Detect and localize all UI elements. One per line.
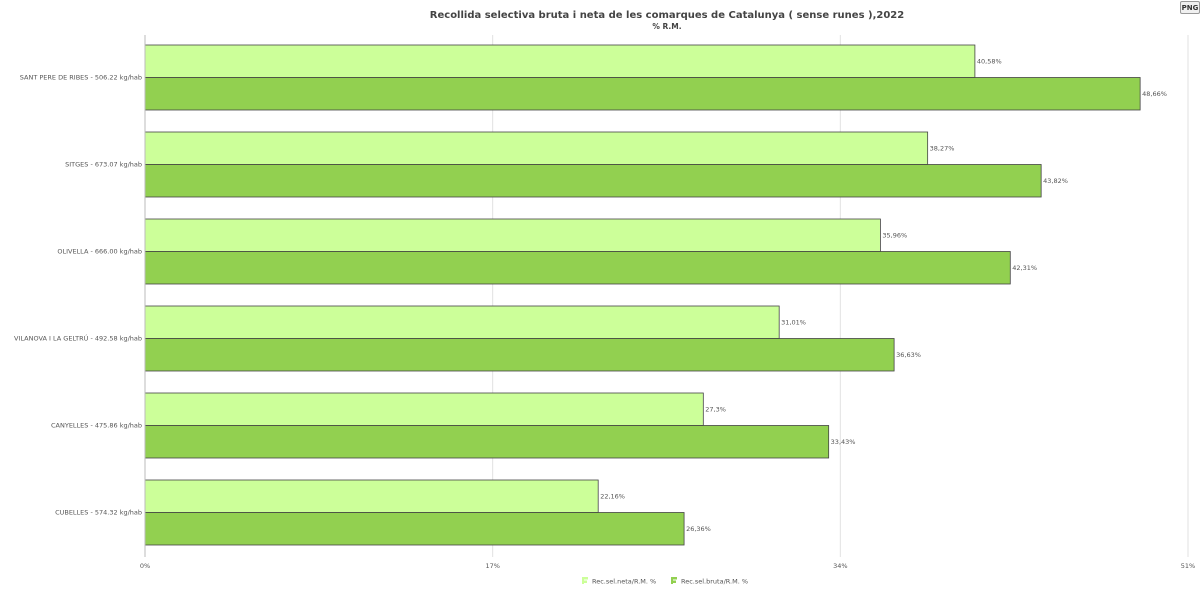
legend-label: Rec.sel.bruta/R.M. %	[681, 578, 748, 586]
data-label: 42,31%	[1012, 264, 1037, 272]
axis: 0% 17% 34% 51% SANT PERE DE RIBES - 506.22 k…	[14, 35, 1195, 570]
data-label: 38,27%	[930, 144, 955, 152]
x-tick-label: 34%	[833, 562, 847, 570]
chart-title: Recollida selectiva bruta i neta de les …	[430, 10, 904, 21]
data-label: 31,01%	[781, 318, 806, 326]
data-label: 35,96%	[882, 231, 907, 239]
bar	[144, 131, 929, 165]
category-label: CANYELLES - 475.86 kg/hab	[51, 422, 142, 430]
data-label: 40,58%	[977, 57, 1002, 65]
category-label: OLIVELLA - 666.00 kg/hab	[57, 248, 142, 256]
bar	[144, 77, 1141, 111]
x-tick-label: 17%	[485, 562, 499, 570]
bar	[144, 44, 976, 78]
bar	[144, 479, 599, 513]
data-label: 43,82%	[1043, 177, 1068, 185]
bar	[144, 425, 830, 459]
legend-swatch	[584, 577, 588, 580]
grid	[144, 35, 1189, 557]
bars: 40,58% 48,66% 38,27% 43,82% 35,96% 42,31% 31,0…	[144, 44, 1167, 546]
legend-swatch	[673, 577, 677, 580]
legend: Rec.sel.neta/R.M. % Rec.sel.bruta/R.M. %	[582, 577, 748, 586]
x-tick-label: 51%	[1181, 562, 1195, 570]
data-label: 22,16%	[600, 492, 625, 500]
bar	[144, 392, 704, 426]
legend-label: Rec.sel.neta/R.M. %	[592, 578, 656, 586]
legend-swatch	[584, 580, 587, 583]
category-label: SITGES - 673.07 kg/hab	[65, 161, 142, 169]
category-label: CUBELLES - 574.32 kg/hab	[55, 509, 142, 517]
bar	[144, 251, 1011, 285]
legend-item: Rec.sel.neta/R.M. %	[582, 577, 656, 586]
data-label: 36,63%	[896, 351, 921, 359]
bar	[144, 164, 1042, 198]
x-tick-label: 0%	[140, 562, 150, 570]
legend-swatch	[582, 577, 584, 584]
category-label: VILANOVA I LA GELTRÚ - 492.58 kg/hab	[14, 334, 142, 343]
bar	[144, 305, 780, 339]
data-label: 27,3%	[705, 405, 726, 413]
data-label: 48,66%	[1142, 90, 1167, 98]
data-label: 26,36%	[686, 525, 711, 533]
category-label: SANT PERE DE RIBES - 506.22 kg/hab	[20, 74, 142, 82]
bar	[144, 218, 881, 252]
chart-subtitle: % R.M.	[652, 22, 681, 31]
legend-swatch	[673, 580, 676, 583]
bar	[144, 338, 895, 372]
bar	[144, 512, 685, 546]
data-label: 33,43%	[831, 438, 856, 446]
legend-item: Rec.sel.bruta/R.M. %	[671, 577, 748, 586]
legend-swatch	[671, 577, 673, 584]
